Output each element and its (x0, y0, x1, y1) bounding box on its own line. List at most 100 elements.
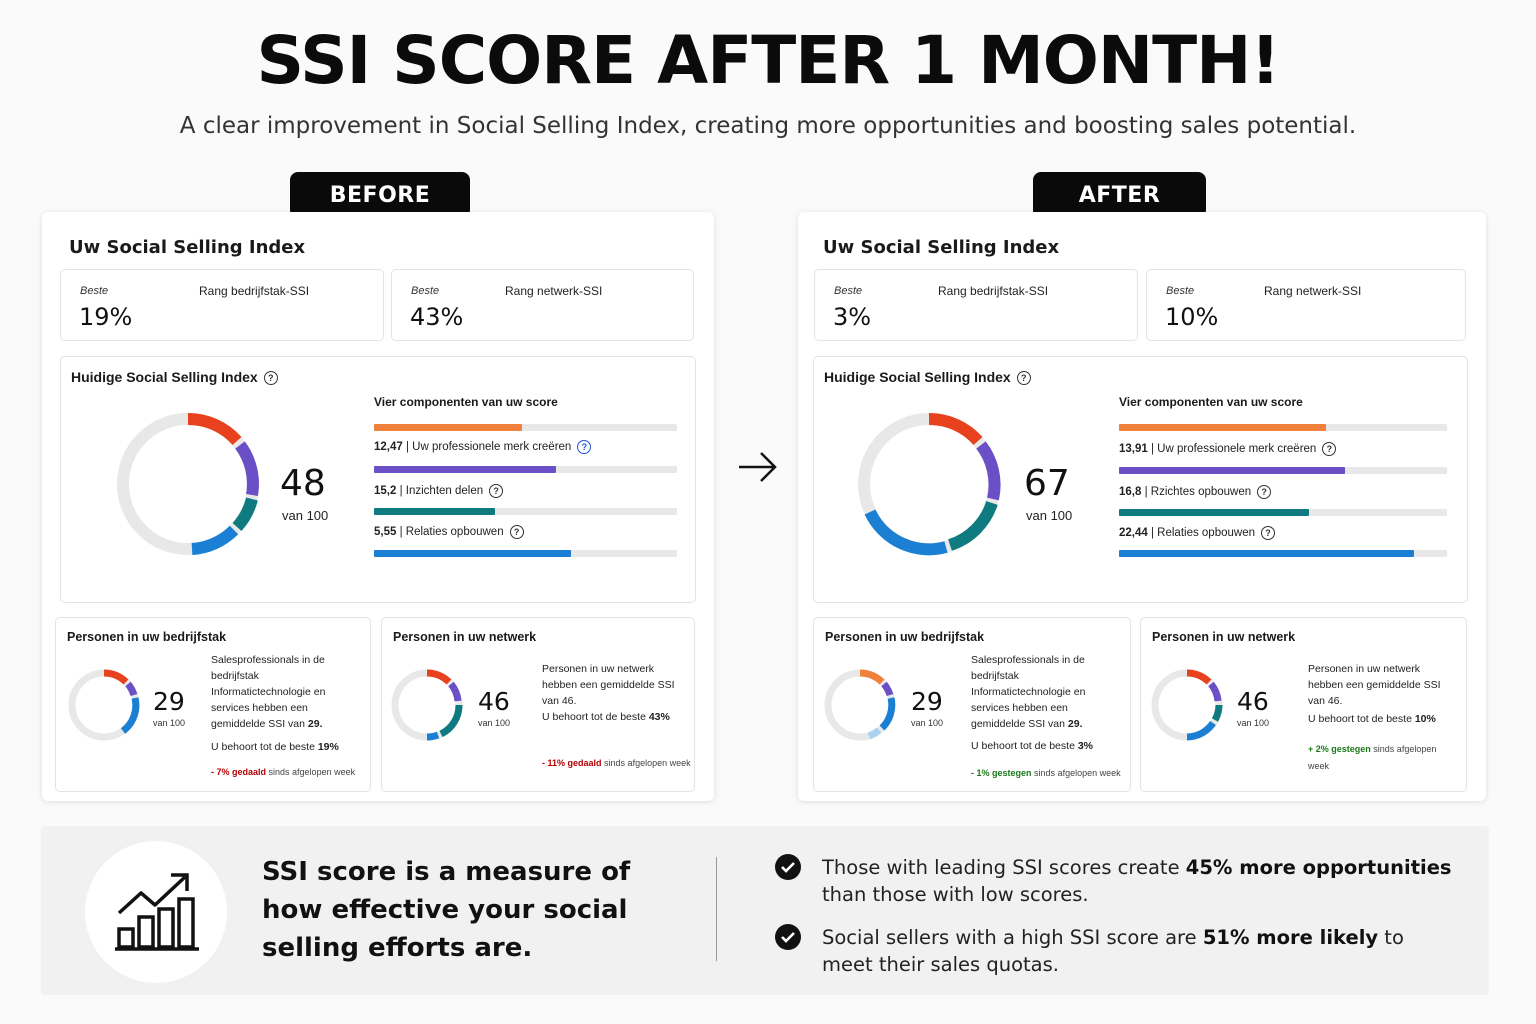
current-ssi-card: Huidige Social Selling Index? 48 van 100… (60, 356, 696, 603)
network-rank-card: Beste Rang netwerk-SSI 10% (1146, 269, 1466, 341)
network-rank-text: U behoort tot de beste 10% (1308, 713, 1436, 725)
help-icon[interactable]: ? (1261, 526, 1275, 540)
bar-fill (1119, 424, 1326, 431)
arrow-right-icon (739, 452, 777, 482)
industry-rank-card: Beste Rang bedrijfstak-SSI 3% (814, 269, 1138, 341)
page-subtitle: A clear improvement in Social Selling In… (179, 113, 1357, 139)
panel-title: Uw Social Selling Index (823, 237, 1060, 258)
people-title: Personen in uw bedrijfstak (825, 630, 985, 644)
component-bar (374, 508, 677, 515)
component-label: 13,91 | Uw professionele merk creëren? (1119, 442, 1337, 456)
network-donut (391, 669, 463, 741)
current-ssi-title: Huidige Social Selling Index? (824, 369, 1031, 386)
rank-value: 10% (1165, 303, 1219, 331)
help-icon[interactable]: ? (263, 371, 278, 386)
industry-score: 29 (153, 687, 185, 716)
industry-change: - 7% gedaald sinds afgelopen week (211, 767, 356, 777)
ssi-score-sub: van 100 (282, 508, 329, 523)
best-label: Beste (834, 285, 863, 297)
industry-people-card: Personen in uw bedrijfstak 29 van 100 Sa… (813, 617, 1131, 792)
industry-desc: Salesprofessionals in de bedrijfstak Inf… (971, 654, 1086, 730)
people-title: Personen in uw netwerk (393, 630, 537, 644)
bottom-info-band: SSI score is a measure of how effective … (41, 826, 1489, 995)
industry-rank-text: U behoort tot de beste 19% (211, 741, 339, 753)
network-rank-card: Beste Rang netwerk-SSI 43% (391, 269, 694, 341)
industry-change: - 1% gestegen sinds afgelopen week (971, 768, 1121, 778)
network-people-card: Personen in uw netwerk 46 van 100 Person… (1140, 617, 1467, 792)
rank-value: 3% (833, 303, 872, 331)
network-score: 46 (1237, 687, 1269, 716)
component-bar (1119, 467, 1447, 474)
component-label: 16,8 | Rzichtes opbouwen? (1119, 485, 1272, 499)
divider (716, 857, 717, 961)
ssi-donut (117, 412, 259, 555)
bullet-text: Those with leading SSI scores create 45%… (822, 856, 1452, 906)
industry-score-sub: van 100 (911, 718, 944, 728)
after-panel: Uw Social Selling Index Beste Rang bedri… (798, 212, 1486, 801)
network-rank-text: U behoort tot de beste 43% (542, 711, 670, 723)
help-icon[interactable]: ? (1322, 442, 1337, 456)
component-label: 15,2 | Inzichten delen? (374, 484, 504, 498)
rank-value: 19% (79, 303, 133, 331)
people-title: Personen in uw netwerk (1152, 630, 1296, 644)
best-label: Beste (80, 285, 109, 297)
industry-rank-card: Beste Rang bedrijfstak-SSI 19% (60, 269, 384, 341)
check-icon (775, 924, 801, 950)
page-title: SSI SCORE AFTER 1 MONTH! (256, 22, 1281, 99)
industry-score: 29 (911, 687, 943, 716)
current-ssi-title: Huidige Social Selling Index? (71, 369, 278, 386)
help-icon[interactable]: ? (577, 440, 592, 454)
network-score: 46 (478, 687, 510, 716)
after-tag: AFTER (1033, 172, 1206, 218)
industry-desc: Salesprofessionals in de bedrijfstak Inf… (211, 654, 326, 730)
bar-fill (1119, 467, 1346, 474)
industry-people-card: Personen in uw bedrijfstak 29 van 100 Sa… (55, 617, 371, 792)
ssi-score-sub: van 100 (1026, 508, 1073, 523)
component-bar (1119, 509, 1447, 516)
best-label: Beste (1166, 285, 1195, 297)
network-change: + 2% gestegen sinds afgelopen week (1308, 744, 1437, 771)
ssi-score: 67 (1024, 463, 1070, 504)
help-icon[interactable]: ? (1016, 371, 1031, 386)
bar-fill (1119, 509, 1310, 516)
bar-fill (374, 424, 523, 431)
industry-donut (824, 669, 896, 741)
bullet-text: Social sellers with a high SSI score are… (822, 926, 1404, 976)
check-icon (775, 854, 801, 880)
component-label: 12,47 | Uw professionele merk creëren? (374, 440, 592, 454)
network-desc: Personen in uw netwerk hebben een gemidd… (1308, 663, 1441, 707)
network-desc: Personen in uw netwerk hebben een gemidd… (542, 663, 675, 707)
component-bar (1119, 550, 1447, 557)
industry-rank-text: U behoort tot de beste 3% (971, 740, 1094, 752)
component-bar (374, 424, 677, 431)
network-score-sub: van 100 (1237, 718, 1270, 728)
component-label: 22,44 | Relaties opbouwen? (1119, 526, 1275, 540)
help-icon[interactable]: ? (509, 525, 524, 539)
panel-title: Uw Social Selling Index (69, 237, 306, 258)
rank-label: Rang netwerk-SSI (1264, 284, 1362, 298)
growth-chart-badge (85, 841, 227, 983)
rank-label: Rang bedrijfstak-SSI (199, 284, 310, 298)
current-ssi-card: Huidige Social Selling Index? 67 van 100… (813, 356, 1468, 603)
rank-label: Rang netwerk-SSI (505, 284, 603, 298)
before-tag: BEFORE (290, 172, 470, 218)
help-icon[interactable]: ? (489, 484, 504, 498)
help-icon[interactable]: ? (1257, 485, 1272, 499)
network-change: - 11% gedaald sinds afgelopen week (542, 758, 691, 768)
bar-fill (374, 508, 496, 515)
component-bar (374, 550, 677, 557)
bar-fill (374, 550, 571, 557)
rank-label: Rang bedrijfstak-SSI (938, 284, 1049, 298)
best-label: Beste (411, 285, 440, 297)
components-title: Vier componenten van uw score (1119, 395, 1303, 409)
rank-value: 43% (410, 303, 464, 331)
component-label: 5,55 | Relaties opbouwen? (374, 525, 524, 539)
bar-fill (1119, 550, 1415, 557)
bottom-headline: SSI score is a measure of how effective … (262, 857, 631, 963)
industry-score-sub: van 100 (153, 718, 186, 728)
before-panel: Uw Social Selling Index Beste Rang bedri… (42, 212, 714, 801)
component-bar (374, 466, 677, 473)
growth-chart-icon (115, 873, 199, 951)
ssi-donut (858, 412, 1001, 556)
network-score-sub: van 100 (478, 718, 511, 728)
